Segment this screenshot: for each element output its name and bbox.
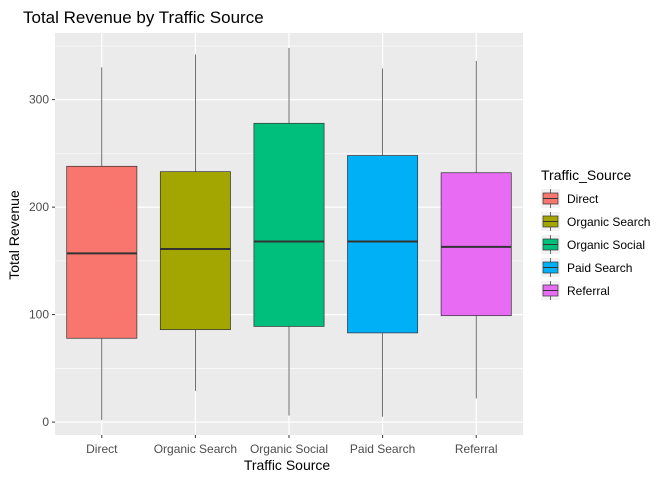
chart-title: Total Revenue by Traffic Source	[23, 8, 264, 27]
box-referral	[440, 60, 512, 399]
x-tick-label: Referral	[455, 442, 498, 456]
y-tick-label: 300	[29, 93, 49, 107]
y-axis: 0 100 200 300	[29, 93, 55, 429]
legend-item-referral: Referral	[541, 281, 610, 300]
box-paid-search	[347, 68, 419, 417]
legend-item-organic-search: Organic Search	[541, 212, 650, 231]
legend-label: Paid Search	[567, 261, 632, 275]
legend-label: Organic Search	[567, 215, 650, 229]
plot-panel	[55, 33, 523, 435]
box-organic-search	[159, 54, 231, 391]
x-tick-label: Paid Search	[350, 442, 415, 456]
x-axis-title: Traffic Source	[244, 457, 331, 473]
x-axis: Direct Organic Search Organic Social Paid S…	[86, 435, 498, 456]
box-body	[159, 171, 231, 331]
y-tick-label: 0	[42, 415, 49, 429]
legend-label: Referral	[567, 284, 610, 298]
x-tick-label: Direct	[86, 442, 118, 456]
box-direct	[66, 67, 138, 420]
y-axis-title: Total Revenue	[6, 190, 22, 280]
boxplot-series	[66, 48, 512, 420]
box-body	[253, 122, 325, 327]
box-body	[347, 155, 419, 334]
box-body	[66, 165, 138, 339]
legend-item-organic-social: Organic Social	[541, 235, 645, 254]
y-tick-label: 200	[29, 200, 49, 214]
box-body	[440, 172, 512, 317]
x-tick-label: Organic Social	[250, 442, 328, 456]
x-tick-label: Organic Search	[154, 442, 237, 456]
legend-title: Traffic_Source	[541, 167, 631, 183]
legend-label: Direct	[567, 192, 599, 206]
legend-item-direct: Direct	[541, 189, 599, 208]
legend: Traffic_Source Direct Organic Search Organ…	[541, 167, 650, 300]
legend-item-paid-search: Paid Search	[541, 258, 632, 277]
legend-items: Direct Organic Search Organic Social Paid S…	[541, 189, 650, 300]
box-organic-social	[253, 48, 325, 416]
legend-label: Organic Social	[567, 238, 645, 252]
y-tick-label: 100	[29, 308, 49, 322]
